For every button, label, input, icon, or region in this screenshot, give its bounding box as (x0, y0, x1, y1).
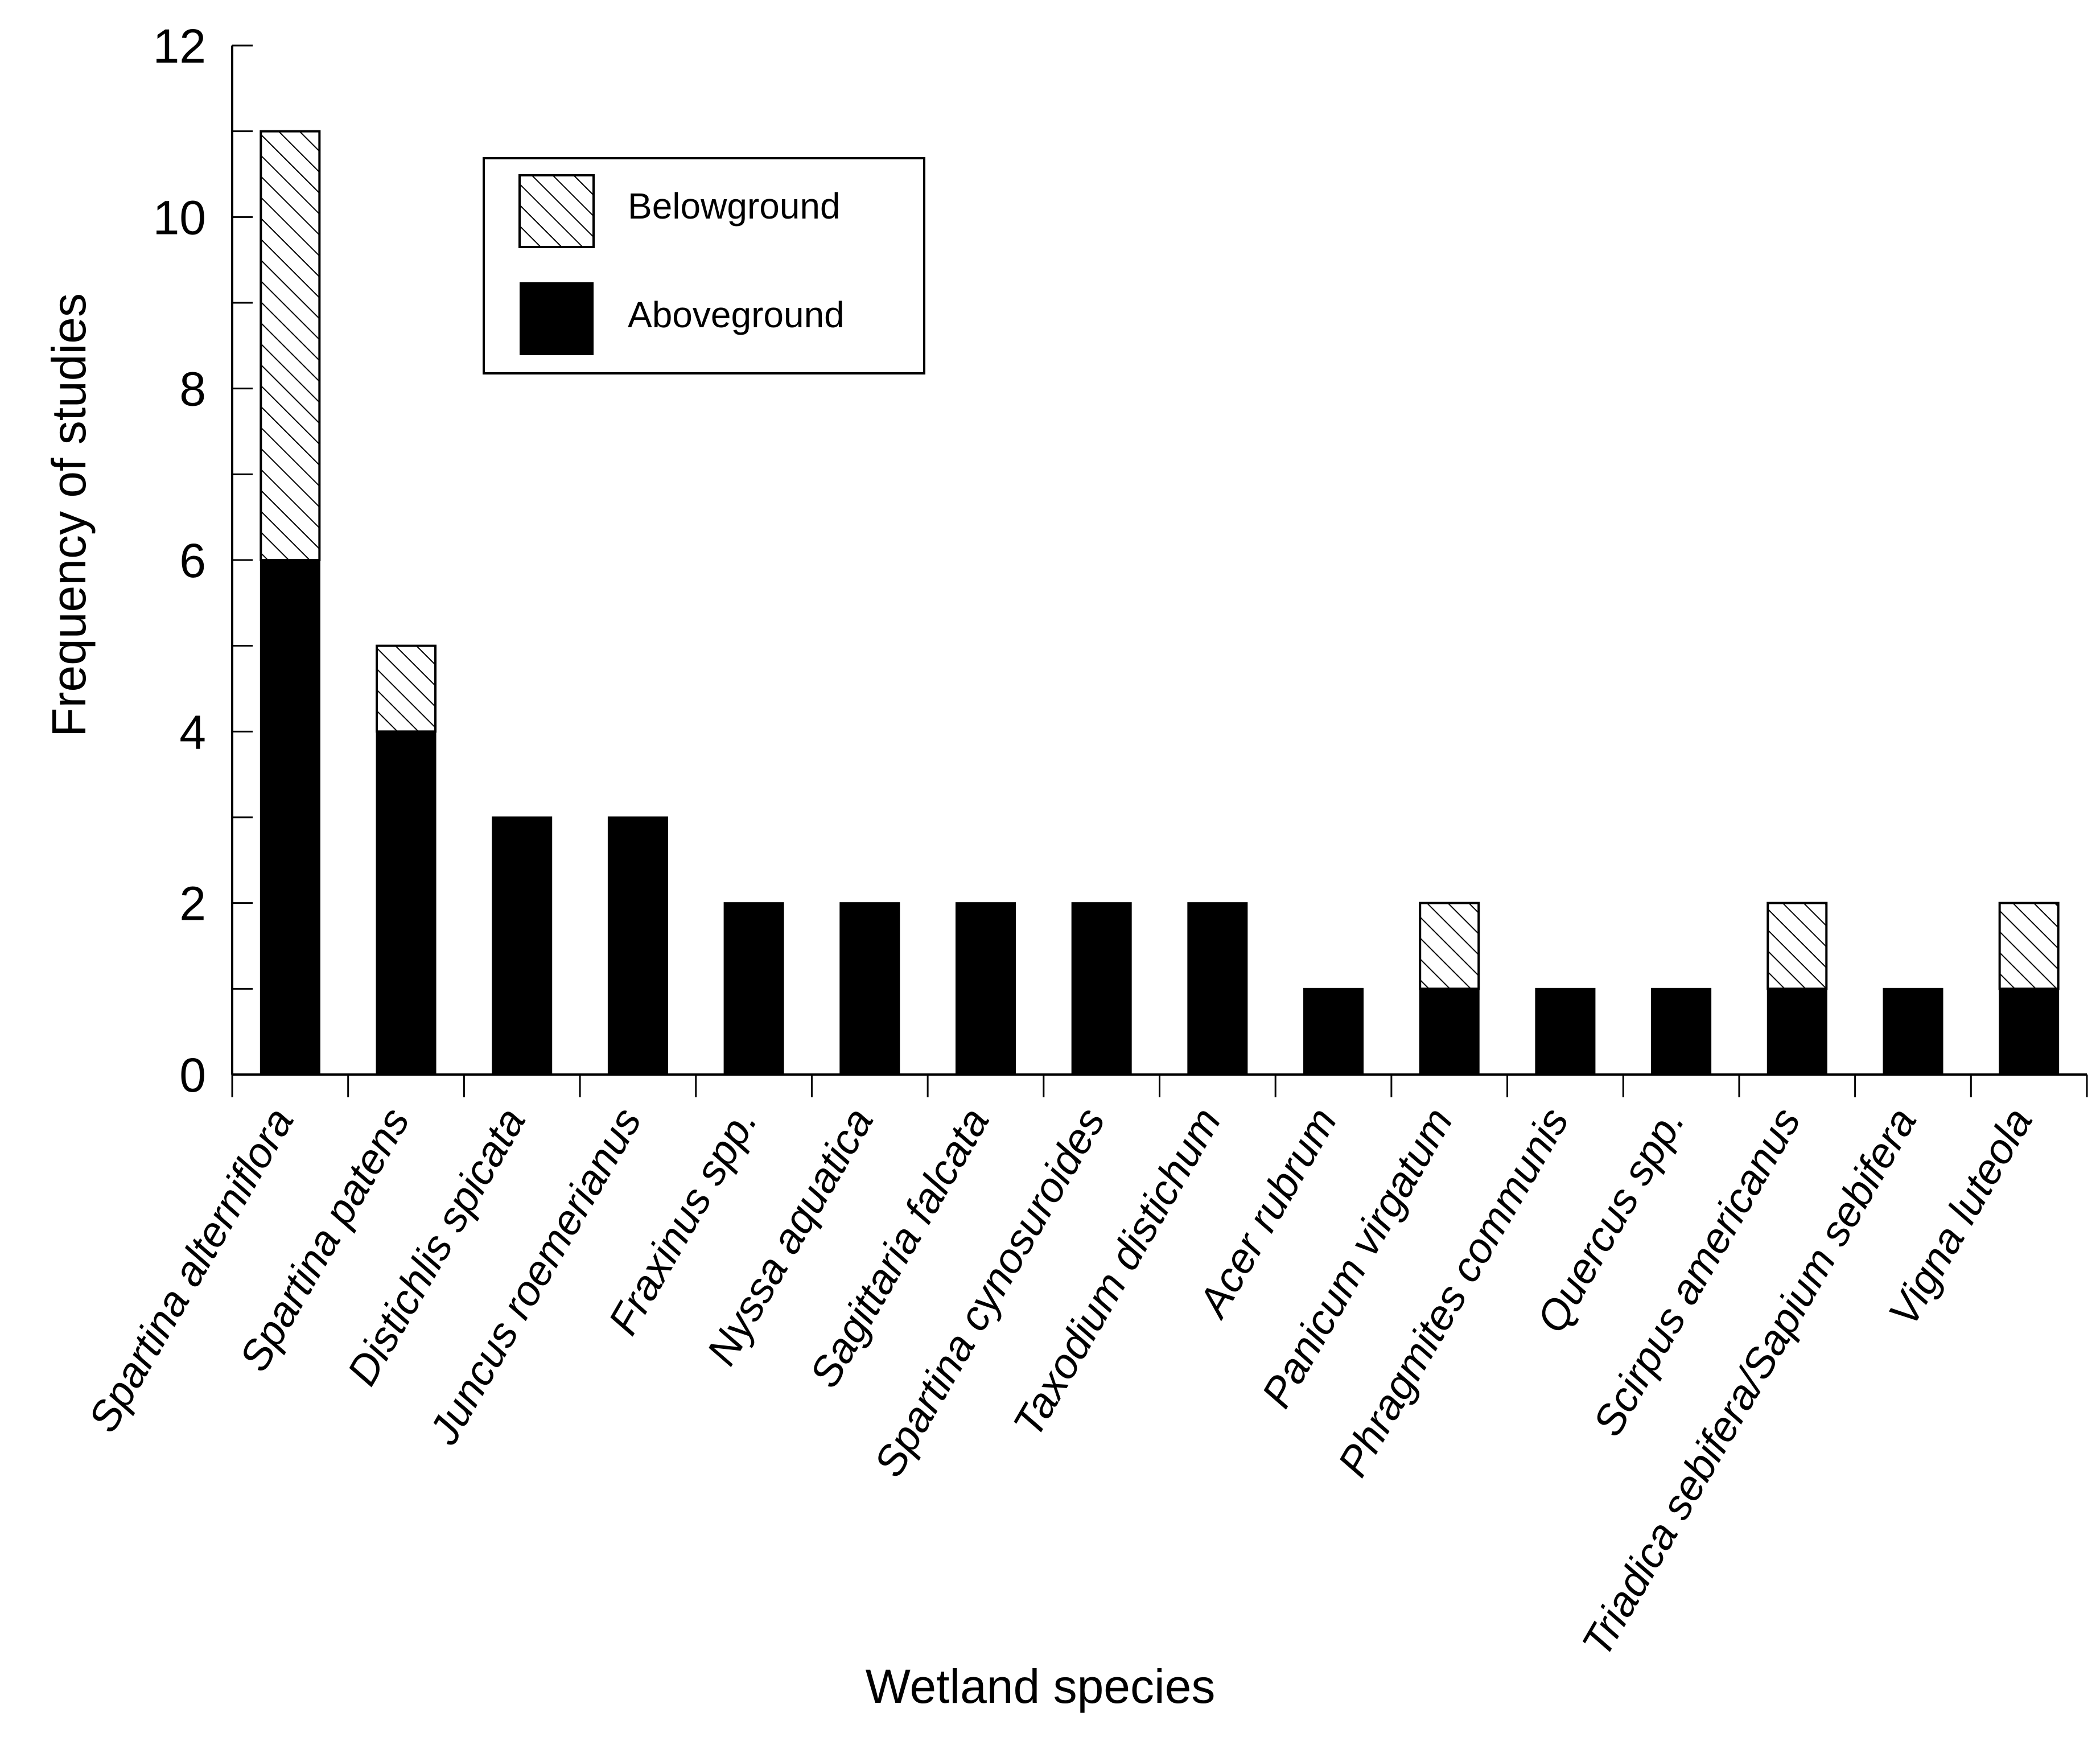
axes-group: 0 2 4 6 8 10 12 (153, 19, 2088, 1102)
bar-aboveground-taxodium-distichum (1187, 902, 1248, 1076)
bar-aboveground-acer-rubrum (1303, 987, 1364, 1076)
bar-aboveground-sagittaria-falcata (955, 902, 1016, 1076)
bar-aboveground-phragmites-communis (1535, 987, 1596, 1076)
bar-belowground-scirpus-americanus (1767, 902, 1828, 990)
bar-aboveground-triadica-sebifera-sapium-sebifera (1883, 987, 1943, 1076)
legend-label-aboveground: Aboveground (628, 294, 845, 335)
bar-aboveground-spartina-alterniflora (260, 559, 320, 1076)
bar-aboveground-distichlis-spicata (492, 816, 553, 1076)
x-axis-title: Wetland species (866, 1660, 1216, 1713)
bars-group (260, 130, 2060, 1076)
bar-aboveground-vigna-luteola (1999, 987, 2060, 1076)
bar-belowground-spartina-patens (376, 644, 437, 733)
y-tick-label: 4 (179, 705, 206, 759)
bar-aboveground-scirpus-americanus (1767, 987, 1827, 1076)
x-tick-label-juncus-roemerianus: Juncus roemerianus (419, 1100, 650, 1452)
x-tick-label-spartina-alterniflora: Spartina alterniflora (79, 1100, 303, 1440)
bar-aboveground-quercus-spp (1651, 987, 1712, 1076)
bar-aboveground-spartina-patens (376, 730, 437, 1076)
y-tick-label: 0 (179, 1048, 206, 1102)
legend: Belowground Aboveground (483, 157, 925, 374)
y-tick-label: 12 (153, 19, 206, 73)
bar-aboveground-juncus-roemerianus (607, 816, 668, 1076)
y-tick-label: 2 (179, 877, 206, 931)
x-tick-label-scirpus-americanus: Scirpus americanus (1584, 1100, 1810, 1444)
bar-belowground-vigna-luteola (1998, 902, 2060, 990)
x-tick-label-taxodium-distichum: Taxodium distichum (1004, 1100, 1230, 1444)
x-tick-label-phragmites-communis: Phragmites communis (1328, 1100, 1578, 1484)
bar-aboveground-nyssa-aquatica (839, 902, 900, 1076)
x-tick-label-spartina-cynosuroides: Spartina cynosuroides (865, 1100, 1114, 1485)
bar-aboveground-panicum-virgatum (1419, 987, 1480, 1076)
bar-belowground-spartina-alterniflora (260, 130, 321, 561)
legend-label-belowground: Belowground (628, 186, 841, 227)
legend-swatch-belowground (518, 174, 595, 248)
y-tick-label: 6 (179, 534, 206, 587)
y-tick-label: 10 (153, 191, 206, 244)
bar-aboveground-spartina-cynosuroides (1071, 902, 1132, 1076)
y-tick-label: 8 (179, 363, 206, 416)
y-axis-title: Frequency of studies (42, 293, 96, 737)
bar-aboveground-fraxinus-spp (723, 902, 784, 1076)
bar-belowground-panicum-virgatum (1419, 902, 1480, 990)
legend-swatch-aboveground (520, 282, 594, 355)
